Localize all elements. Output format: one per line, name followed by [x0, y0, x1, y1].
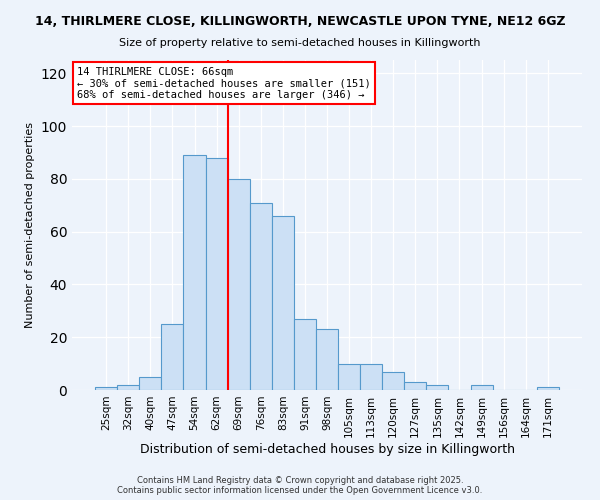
- Text: 14, THIRLMERE CLOSE, KILLINGWORTH, NEWCASTLE UPON TYNE, NE12 6GZ: 14, THIRLMERE CLOSE, KILLINGWORTH, NEWCA…: [35, 15, 565, 28]
- Bar: [139, 377, 161, 390]
- Bar: [227, 179, 250, 390]
- Bar: [272, 216, 294, 390]
- Bar: [404, 382, 427, 390]
- Bar: [382, 372, 404, 390]
- X-axis label: Distribution of semi-detached houses by size in Killingworth: Distribution of semi-detached houses by …: [139, 442, 515, 456]
- Bar: [95, 388, 117, 390]
- Bar: [161, 324, 184, 390]
- Bar: [427, 384, 448, 390]
- Bar: [537, 388, 559, 390]
- Bar: [184, 155, 206, 390]
- Bar: [360, 364, 382, 390]
- Bar: [206, 158, 227, 390]
- Y-axis label: Number of semi-detached properties: Number of semi-detached properties: [25, 122, 35, 328]
- Bar: [470, 384, 493, 390]
- Bar: [316, 330, 338, 390]
- Bar: [294, 318, 316, 390]
- Bar: [117, 384, 139, 390]
- Text: Contains HM Land Registry data © Crown copyright and database right 2025.
Contai: Contains HM Land Registry data © Crown c…: [118, 476, 482, 495]
- Text: Size of property relative to semi-detached houses in Killingworth: Size of property relative to semi-detach…: [119, 38, 481, 48]
- Bar: [250, 202, 272, 390]
- Bar: [338, 364, 360, 390]
- Text: 14 THIRLMERE CLOSE: 66sqm
← 30% of semi-detached houses are smaller (151)
68% of: 14 THIRLMERE CLOSE: 66sqm ← 30% of semi-…: [77, 66, 371, 100]
